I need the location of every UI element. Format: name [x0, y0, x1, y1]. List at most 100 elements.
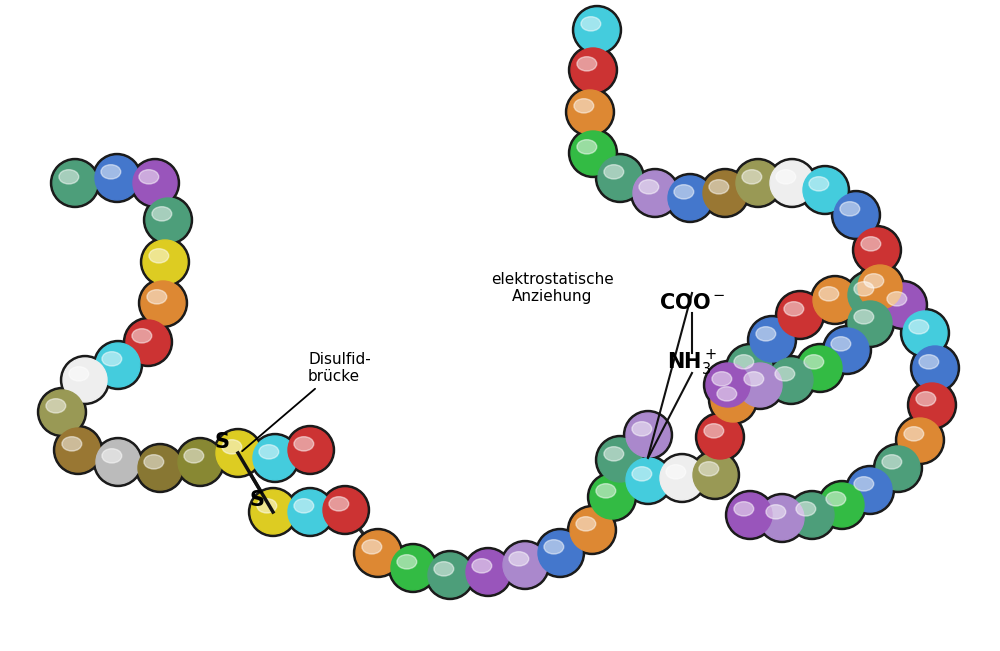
Ellipse shape — [726, 490, 774, 540]
Ellipse shape — [362, 540, 382, 554]
Ellipse shape — [852, 225, 902, 275]
Ellipse shape — [776, 170, 796, 184]
Ellipse shape — [709, 180, 729, 194]
Ellipse shape — [784, 301, 804, 316]
Ellipse shape — [896, 415, 944, 465]
Ellipse shape — [633, 171, 677, 215]
Ellipse shape — [388, 544, 438, 592]
Ellipse shape — [832, 191, 881, 240]
Ellipse shape — [574, 99, 594, 113]
Ellipse shape — [908, 380, 956, 430]
Ellipse shape — [876, 446, 920, 490]
Ellipse shape — [152, 206, 172, 221]
Ellipse shape — [288, 428, 332, 472]
Ellipse shape — [536, 529, 584, 577]
Ellipse shape — [700, 169, 750, 217]
Ellipse shape — [822, 326, 872, 374]
Ellipse shape — [703, 171, 747, 215]
Ellipse shape — [178, 440, 222, 484]
Ellipse shape — [102, 352, 122, 366]
Ellipse shape — [216, 431, 260, 475]
Ellipse shape — [568, 505, 616, 555]
Ellipse shape — [796, 344, 844, 393]
Ellipse shape — [95, 156, 139, 200]
Text: NH$_3^+$: NH$_3^+$ — [667, 348, 717, 378]
Ellipse shape — [854, 477, 874, 491]
Ellipse shape — [810, 275, 860, 324]
Ellipse shape — [736, 361, 784, 409]
Ellipse shape — [294, 499, 314, 513]
Ellipse shape — [760, 496, 804, 540]
Ellipse shape — [624, 411, 672, 460]
Ellipse shape — [631, 169, 680, 217]
Ellipse shape — [766, 505, 786, 519]
Ellipse shape — [750, 318, 794, 362]
Ellipse shape — [133, 161, 177, 205]
Ellipse shape — [855, 228, 899, 272]
Ellipse shape — [96, 343, 140, 387]
Ellipse shape — [464, 547, 512, 596]
Ellipse shape — [882, 454, 902, 469]
Ellipse shape — [913, 346, 957, 390]
Ellipse shape — [126, 320, 170, 364]
Ellipse shape — [756, 327, 776, 341]
Ellipse shape — [544, 540, 564, 554]
Ellipse shape — [253, 436, 297, 480]
Ellipse shape — [140, 238, 190, 286]
Ellipse shape — [744, 372, 764, 386]
Ellipse shape — [144, 454, 164, 469]
Ellipse shape — [138, 446, 182, 490]
Ellipse shape — [94, 437, 143, 486]
Ellipse shape — [141, 281, 185, 325]
Ellipse shape — [910, 344, 960, 393]
Ellipse shape — [819, 286, 839, 301]
Ellipse shape — [903, 311, 947, 355]
Ellipse shape — [658, 454, 706, 503]
Ellipse shape — [572, 5, 622, 55]
Text: S: S — [250, 490, 264, 510]
Ellipse shape — [900, 309, 950, 357]
Ellipse shape — [848, 301, 892, 345]
Ellipse shape — [874, 443, 922, 493]
Ellipse shape — [102, 449, 122, 463]
Ellipse shape — [38, 387, 87, 437]
Ellipse shape — [257, 499, 277, 513]
Ellipse shape — [139, 170, 159, 184]
Ellipse shape — [717, 387, 737, 401]
Ellipse shape — [54, 426, 103, 475]
Ellipse shape — [704, 361, 753, 409]
Ellipse shape — [904, 426, 924, 441]
Ellipse shape — [577, 57, 597, 71]
Ellipse shape — [796, 502, 816, 516]
Ellipse shape — [286, 426, 334, 475]
Ellipse shape — [571, 48, 615, 92]
Ellipse shape — [53, 161, 97, 205]
Ellipse shape — [854, 282, 874, 296]
Ellipse shape — [879, 281, 928, 329]
Ellipse shape — [56, 428, 100, 472]
Ellipse shape — [46, 398, 66, 413]
Ellipse shape — [575, 8, 619, 52]
Ellipse shape — [699, 462, 719, 476]
Ellipse shape — [728, 493, 772, 537]
Ellipse shape — [768, 158, 816, 208]
Ellipse shape — [788, 490, 836, 540]
Ellipse shape — [94, 340, 143, 389]
Ellipse shape — [840, 202, 860, 216]
Ellipse shape — [176, 437, 224, 486]
Ellipse shape — [397, 555, 417, 569]
Ellipse shape — [214, 428, 262, 477]
Ellipse shape — [426, 551, 475, 600]
Ellipse shape — [147, 290, 167, 304]
Ellipse shape — [624, 456, 672, 505]
Ellipse shape — [831, 337, 851, 351]
Ellipse shape — [790, 493, 834, 537]
Ellipse shape — [846, 465, 895, 514]
Ellipse shape — [250, 434, 300, 482]
Ellipse shape — [288, 490, 332, 534]
Ellipse shape — [864, 273, 884, 288]
Ellipse shape — [248, 488, 298, 536]
Ellipse shape — [770, 161, 814, 205]
Ellipse shape — [138, 279, 188, 327]
Ellipse shape — [778, 293, 822, 337]
